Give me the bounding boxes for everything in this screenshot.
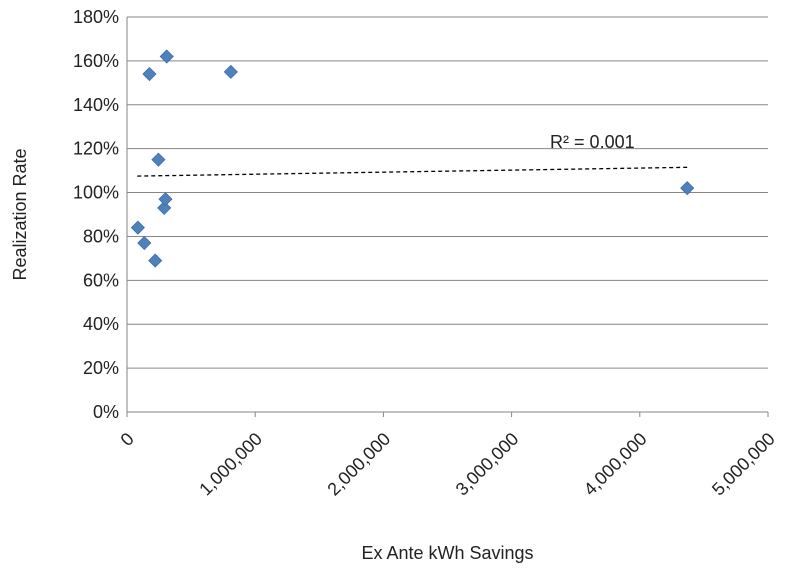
gridlines <box>127 16 768 369</box>
x-tick-label: 2,000,000 <box>323 429 394 500</box>
annotations: R² = 0.001 <box>550 132 635 152</box>
y-tick-label: 140% <box>73 95 119 115</box>
r-squared-label: R² = 0.001 <box>550 132 635 152</box>
x-tick-label: 0 <box>117 429 138 450</box>
y-tick-label: 40% <box>83 314 119 334</box>
y-tick-label: 180% <box>73 7 119 27</box>
x-tick-label: 4,000,000 <box>580 429 651 500</box>
data-point <box>142 66 157 82</box>
x-tick-label: 1,000,000 <box>195 429 266 500</box>
x-tick-label: 5,000,000 <box>708 429 779 500</box>
data-point <box>159 49 174 64</box>
trendline <box>137 166 688 177</box>
data-point <box>680 181 695 196</box>
y-tick-label: 60% <box>83 270 119 290</box>
data-point <box>148 253 163 268</box>
y-tick-label: 120% <box>73 139 119 159</box>
x-axis-title: Ex Ante kWh Savings <box>361 543 533 563</box>
x-axis-ticks: 0 1,000,000 2,000,000 3,000,000 4,000,000 5,0… <box>117 412 779 499</box>
x-tick-label: 3,000,000 <box>452 429 523 500</box>
y-tick-label: 0% <box>93 402 119 422</box>
data-point <box>130 220 145 235</box>
y-axis-ticks: 0% 20% 40% 60% 80% 100% 120% 140% 160% 180% <box>73 7 119 422</box>
data-points <box>130 49 695 268</box>
data-point <box>151 152 166 167</box>
y-tick-label: 100% <box>73 183 119 203</box>
data-point <box>158 192 173 207</box>
data-point <box>157 200 172 215</box>
y-axis-title: Realization Rate <box>10 148 30 280</box>
y-tick-label: 160% <box>73 51 119 71</box>
y-tick-label: 80% <box>83 226 119 246</box>
data-point <box>137 235 152 251</box>
data-point <box>223 64 238 79</box>
y-tick-label: 20% <box>83 358 119 378</box>
